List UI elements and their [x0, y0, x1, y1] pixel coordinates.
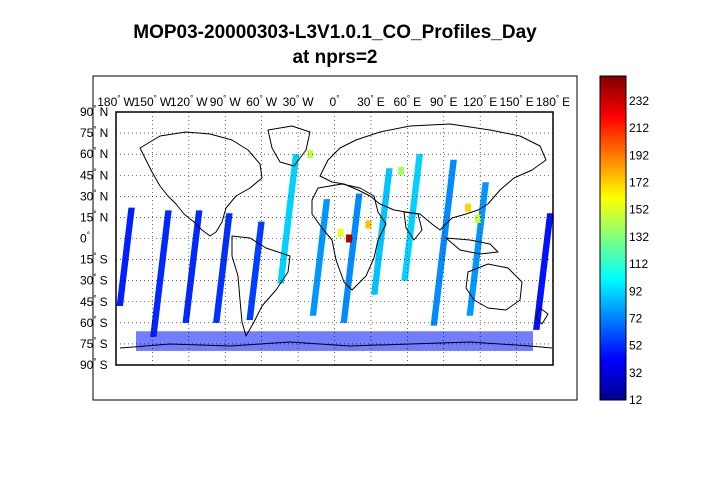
chart-title: MOP03-20000303-L3V1.0.1_CO_Profiles_Day — [133, 22, 537, 43]
colorbar-tick-label: 172 — [629, 176, 649, 190]
colorbar-tick-labels: 232 212 192 172 152 132 112 92 72 52 32 12 — [629, 94, 649, 407]
colorbar-tick-label: 52 — [629, 339, 643, 353]
coast-india — [403, 211, 423, 241]
coast-greenland — [267, 125, 311, 167]
x-tick-label: 0° — [330, 94, 340, 109]
x-tick-label: 150° W — [134, 94, 172, 109]
y-tick-label: 45° N — [80, 167, 108, 182]
colorbar-tick-label: 152 — [629, 203, 649, 217]
co-swath — [309, 199, 331, 316]
co-hotspot — [474, 214, 481, 223]
co-swath — [213, 213, 233, 323]
x-tick-label: 60° E — [394, 94, 422, 109]
y-tick-label: 15° N — [80, 209, 108, 224]
coast-africa — [311, 183, 387, 291]
y-tick-label: 90° S — [80, 357, 108, 372]
coast-south-america — [231, 235, 291, 337]
y-tick-label: 30° S — [80, 273, 108, 288]
y-tick-label: 90° N — [80, 104, 108, 119]
grid-lines — [116, 112, 553, 365]
colorbar-tick-label: 232 — [629, 94, 649, 108]
y-tick-label: 75° S — [80, 336, 108, 351]
colorbar-tick-label: 192 — [629, 148, 649, 162]
colorbar-tick-label: 112 — [629, 257, 648, 271]
x-tick-label: 180° E — [536, 94, 570, 109]
coast-new-zealand — [535, 307, 549, 325]
colorbar-tick-label: 212 — [629, 121, 649, 135]
y-tick-label: 30° N — [80, 188, 108, 203]
y-tick-label: 45° S — [80, 294, 108, 309]
co-hotspot — [365, 220, 372, 229]
co-hotspot — [465, 203, 472, 212]
co-swath — [430, 159, 457, 326]
colorbar-tick-label: 12 — [629, 393, 643, 407]
map-area — [115, 111, 554, 366]
y-tick-label: 60° S — [80, 315, 108, 330]
x-tick-label: 90° W — [210, 94, 242, 109]
co-swath — [246, 221, 265, 321]
co-hotspot — [346, 234, 353, 243]
x-tick-label: 60° W — [246, 94, 278, 109]
x-tick-label: 120° W — [170, 94, 208, 109]
y-tick-label: 15° S — [80, 252, 108, 267]
y-tick-label: 0° — [80, 231, 90, 246]
coast-antarctica — [119, 341, 553, 349]
colorbar — [599, 75, 627, 401]
x-tick-label: 180° W — [97, 94, 135, 109]
latitude-tick-labels: 90° N 75° N 60° N 45° N 30° N 15° N 0° 15° S 30° S 45° S 60… — [80, 104, 108, 372]
x-tick-label: 120° E — [463, 94, 497, 109]
co-swath — [277, 154, 300, 284]
coastlines — [119, 123, 553, 349]
x-tick-label: 30° E — [357, 94, 385, 109]
chart-subtitle: at nprs=2 — [292, 47, 377, 68]
co-swath — [340, 193, 363, 323]
x-tick-label: 90° E — [430, 94, 458, 109]
polar-band — [136, 331, 533, 351]
co-swath — [150, 210, 172, 337]
x-tick-label: 150° E — [499, 94, 533, 109]
co-swath — [116, 207, 135, 306]
co-hotspot — [307, 150, 314, 159]
coast-australia — [465, 263, 523, 311]
coast-eurasia — [319, 123, 547, 231]
x-tick-label: 30° W — [283, 94, 315, 109]
co-hotspot — [337, 228, 344, 237]
map-border — [115, 111, 554, 366]
colorbar-tick-label: 72 — [629, 311, 643, 325]
coast-indonesia — [445, 237, 499, 255]
co-swath — [533, 213, 554, 330]
co-swath — [466, 182, 489, 316]
y-tick-label: 60° N — [80, 146, 108, 161]
coast-north-america — [139, 131, 263, 237]
colorbar-tick-label: 132 — [629, 230, 649, 244]
co-hotspot — [398, 167, 405, 176]
map-background — [116, 112, 553, 365]
y-tick-label: 75° N — [80, 125, 108, 140]
colorbar-tick-label: 32 — [629, 366, 643, 380]
co-swath — [182, 210, 203, 323]
colorbar-tick-label: 92 — [629, 284, 643, 298]
